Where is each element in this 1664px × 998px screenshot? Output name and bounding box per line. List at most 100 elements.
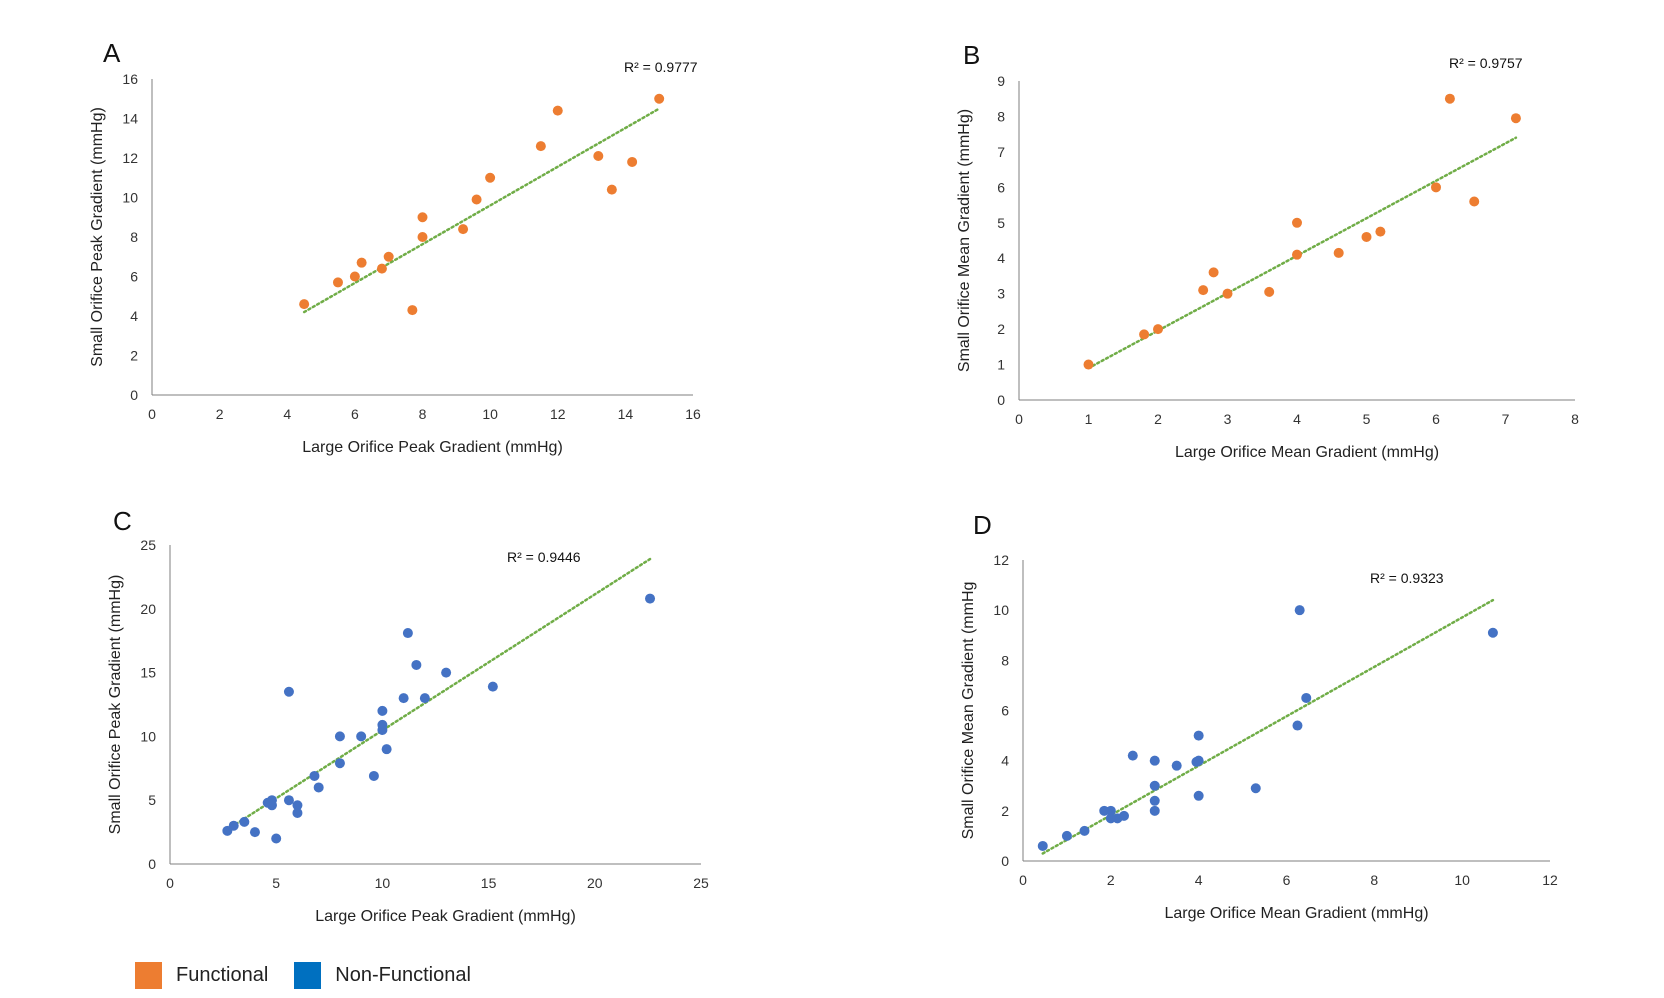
data-point xyxy=(309,770,320,781)
r-squared-label: R² = 0.9323 xyxy=(1370,570,1444,586)
y-tick-label: 16 xyxy=(122,71,138,87)
x-tick-label: 16 xyxy=(685,406,701,422)
data-point xyxy=(1149,755,1160,766)
trendline xyxy=(302,107,661,314)
data-point xyxy=(249,827,260,838)
data-point xyxy=(1149,795,1160,806)
x-tick-label: 8 xyxy=(1370,872,1378,888)
x-tick-label: 15 xyxy=(481,875,497,891)
y-tick-label: 12 xyxy=(122,150,138,166)
y-tick-label: 2 xyxy=(130,348,138,364)
data-point xyxy=(1264,286,1275,297)
x-tick-label: 6 xyxy=(1432,411,1440,427)
data-point xyxy=(1487,627,1498,638)
y-tick-label: 25 xyxy=(140,537,156,553)
y-tick-label: 14 xyxy=(122,111,138,127)
y-tick-label: 5 xyxy=(148,792,156,808)
y-tick-label: 8 xyxy=(1001,652,1009,668)
data-point xyxy=(402,628,413,639)
x-tick-label: 2 xyxy=(1154,411,1162,427)
y-tick-label: 15 xyxy=(140,665,156,681)
y-tick-label: 5 xyxy=(997,215,1005,231)
y-tick-label: 0 xyxy=(130,387,138,403)
y-tick-label: 7 xyxy=(997,144,1005,160)
data-point xyxy=(1149,805,1160,816)
data-point xyxy=(1171,760,1182,771)
data-point xyxy=(266,795,277,806)
y-tick-label: 0 xyxy=(997,392,1005,408)
data-point xyxy=(485,172,496,183)
data-point xyxy=(593,151,604,162)
data-point xyxy=(458,224,469,235)
x-tick-label: 2 xyxy=(216,406,224,422)
data-point xyxy=(383,251,394,262)
y-tick-label: 10 xyxy=(122,190,138,206)
data-point xyxy=(1193,730,1204,741)
panel-letter-d: D xyxy=(973,510,992,540)
legend: Functional Non-Functional xyxy=(135,962,497,989)
data-point xyxy=(334,758,345,769)
y-axis-label: Small Orifice Peak Gradient (mmHg) xyxy=(89,107,106,367)
data-point xyxy=(1193,790,1204,801)
data-point xyxy=(228,820,239,831)
data-point xyxy=(313,782,324,793)
y-tick-label: 4 xyxy=(1001,753,1009,769)
data-point xyxy=(1193,755,1204,766)
data-point xyxy=(645,593,656,604)
data-point xyxy=(1119,810,1130,821)
panel-letter-c: C xyxy=(113,506,132,536)
x-tick-label: 0 xyxy=(148,406,156,422)
data-point xyxy=(1292,720,1303,731)
data-point xyxy=(1469,196,1480,207)
data-point xyxy=(381,744,392,755)
x-tick-label: 6 xyxy=(1283,872,1291,888)
data-point xyxy=(1079,825,1090,836)
data-point xyxy=(487,681,498,692)
data-point xyxy=(606,184,617,195)
y-tick-label: 1 xyxy=(997,357,1005,373)
panel-letter-a: A xyxy=(103,38,121,68)
data-point xyxy=(411,659,422,670)
x-axis-label: Large Orifice Peak Gradient (mmHg) xyxy=(315,908,576,925)
data-point xyxy=(654,93,665,104)
data-point xyxy=(419,693,430,704)
data-point xyxy=(334,731,345,742)
data-point xyxy=(1250,783,1261,794)
x-tick-label: 5 xyxy=(1363,411,1371,427)
x-tick-label: 10 xyxy=(375,875,391,891)
y-tick-label: 9 xyxy=(997,73,1005,89)
y-axis-label: Small Orifice Mean Gradient (mmHg) xyxy=(956,109,973,372)
data-point xyxy=(349,271,360,282)
y-tick-label: 4 xyxy=(130,308,138,324)
x-axis-label: Large Orifice Mean Gradient (mmHg) xyxy=(1175,444,1439,461)
x-tick-label: 25 xyxy=(693,875,709,891)
x-tick-label: 10 xyxy=(1454,872,1470,888)
x-tick-label: 0 xyxy=(1019,872,1027,888)
data-point xyxy=(417,212,428,223)
x-tick-label: 4 xyxy=(1195,872,1203,888)
data-point xyxy=(283,686,294,697)
data-point xyxy=(1149,780,1160,791)
data-point xyxy=(332,277,343,288)
legend-item-non-functional: Non-Functional xyxy=(294,962,471,989)
y-tick-label: 2 xyxy=(997,321,1005,337)
data-point xyxy=(1127,750,1138,761)
x-tick-label: 8 xyxy=(1571,411,1579,427)
data-point xyxy=(292,807,303,818)
x-tick-label: 4 xyxy=(283,406,291,422)
data-point xyxy=(1292,249,1302,260)
legend-swatch-non-functional xyxy=(294,962,322,989)
data-point xyxy=(356,731,367,742)
y-axis-label: Small Orifice Peak Gradient (mmHg) xyxy=(107,575,124,835)
y-tick-label: 0 xyxy=(1001,853,1009,869)
x-tick-label: 1 xyxy=(1085,411,1093,427)
data-point xyxy=(1222,288,1233,299)
chart-panel-c: 0 5 10 15 20 25 0 5 10 15 20 25 Large Orifice Peak G… xyxy=(107,506,709,925)
legend-swatch-functional xyxy=(135,962,162,989)
data-point xyxy=(271,833,282,844)
x-tick-label: 10 xyxy=(482,406,498,422)
x-tick-label: 14 xyxy=(618,406,634,422)
y-tick-label: 3 xyxy=(997,286,1005,302)
data-point xyxy=(535,141,546,152)
data-point xyxy=(1444,93,1455,104)
